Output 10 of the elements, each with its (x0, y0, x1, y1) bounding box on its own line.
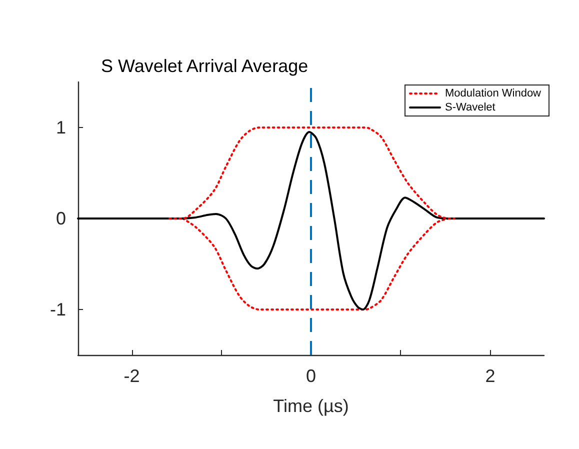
legend-label: S-Wavelet (445, 102, 496, 114)
y-tick-label: 1 (56, 118, 66, 138)
chart-title: S Wavelet Arrival Average (101, 56, 308, 76)
x-axis-title: Time (µs) (273, 396, 349, 416)
x-tick-label: -2 (124, 366, 140, 386)
x-tick-label: 2 (485, 366, 496, 386)
x-tick-label: 0 (306, 366, 316, 386)
legend-label: Modulation Window (445, 88, 542, 100)
y-tick-label: -1 (50, 300, 66, 320)
y-tick-label: 0 (56, 208, 66, 228)
